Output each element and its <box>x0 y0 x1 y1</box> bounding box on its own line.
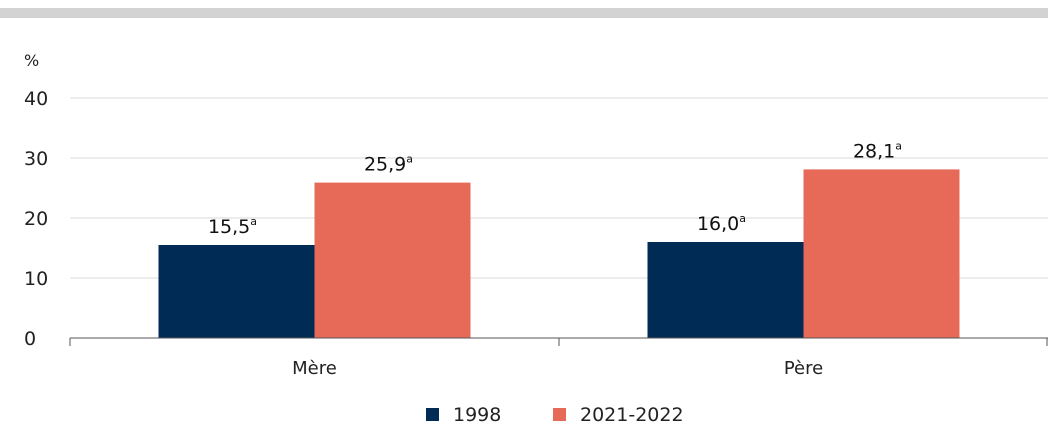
bar-mère-1998 <box>158 245 315 338</box>
legend-label: 1998 <box>453 404 501 426</box>
y-tick-label: 40 <box>24 88 48 110</box>
y-tick-label: 0 <box>24 328 36 350</box>
legend-label: 2021-2022 <box>580 404 684 426</box>
y-tick-label: 30 <box>24 148 48 170</box>
y-unit-label: % <box>24 51 39 70</box>
y-tick-label: 10 <box>24 268 48 290</box>
y-tick-label: 20 <box>24 208 48 230</box>
top-decorative-bar <box>0 8 1048 18</box>
data-label: 15,5a <box>208 215 257 238</box>
legend-swatch-1998 <box>426 408 439 421</box>
data-label: 28,1a <box>853 139 902 162</box>
data-label: 16,0a <box>697 212 746 235</box>
bars <box>158 169 960 338</box>
x-tick-label: Père <box>784 358 823 379</box>
bar-mère-2021-2022 <box>314 182 471 338</box>
bar-père-2021-2022 <box>803 169 960 338</box>
legend-swatch-2021-2022 <box>553 408 566 421</box>
data-labels: 15,5a 25,9a 16,0a 28,1a <box>208 139 902 238</box>
legend: 1998 2021-2022 <box>426 404 684 426</box>
x-tick-label: Mère <box>292 358 337 379</box>
x-axis <box>69 337 1048 346</box>
bar-père-1998 <box>647 242 804 338</box>
y-tick-labels: 0 10 20 30 40 <box>24 88 48 350</box>
data-label: 25,9a <box>364 153 413 176</box>
x-tick-labels: Mère Père <box>292 358 823 379</box>
